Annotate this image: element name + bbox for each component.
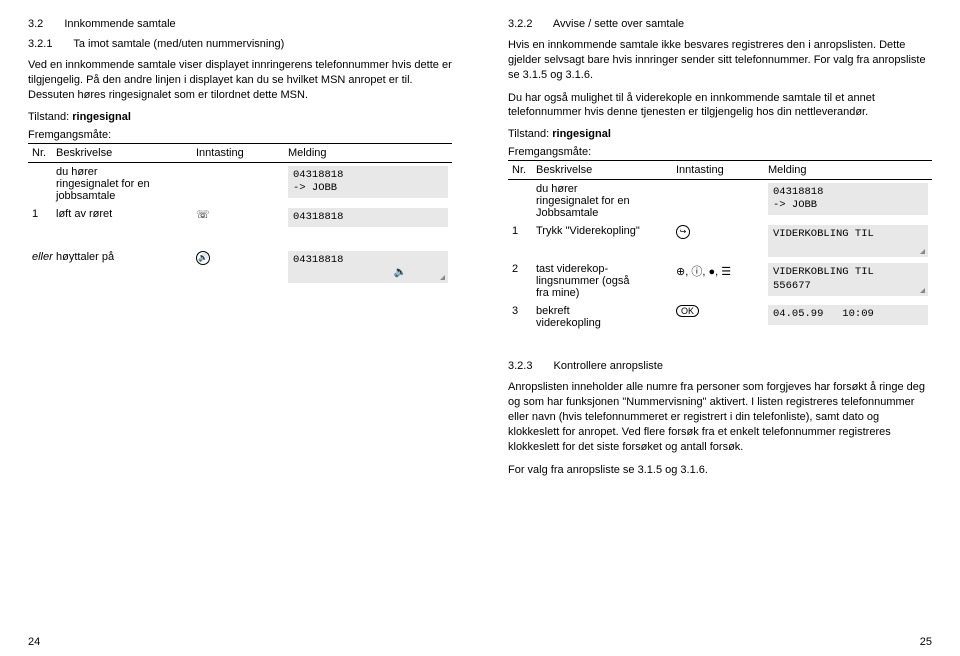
section-heading: 3.2 Innkommende samtale <box>28 18 452 30</box>
cell-nr: 3 <box>508 302 532 332</box>
table-row: eller høyttaler på 🔊 04318818 🔈 <box>28 248 452 286</box>
cell-nr <box>508 180 532 223</box>
display-output: VIDERKOBLING TIL <box>768 225 928 257</box>
tilstand-value: ringesignal <box>72 111 131 123</box>
cell-melding-wrap: VIDERKOBLING TIL <box>764 222 932 260</box>
display-output: 04318818 🔈 <box>288 251 448 283</box>
page-spread: 3.2 Innkommende samtale 3.2.1 Ta imot sa… <box>0 0 960 656</box>
display-output: 04.05.99 10:09 <box>768 305 928 324</box>
tilstand-value: ringesignal <box>552 128 611 140</box>
tilstand-label: Tilstand: <box>28 111 69 123</box>
subsection-title: Avvise / sette over samtale <box>553 18 684 30</box>
cell-melding-wrap: 04.05.99 10:09 <box>764 302 932 332</box>
cell-beskrivelse: bekreft viderekopling <box>532 302 672 332</box>
display-output: 04318818 -> JOBB <box>288 166 448 198</box>
cell-beskrivelse: tast viderekop- lingsnummer (også fra mi… <box>532 260 672 302</box>
col-inntasting: Inntasting <box>672 161 764 180</box>
table-row: 1 Trykk "Viderekopling" ↪ VIDERKOBLING T… <box>508 222 932 260</box>
table-row: du hører ringesignalet for en jobbsamtal… <box>28 162 452 205</box>
table-row: 3 bekreft viderekopling OK 04.05.99 10:0… <box>508 302 932 332</box>
cell-nr: 1 <box>28 205 52 230</box>
table-row: 1 løft av røret ☏ 04318818 <box>28 205 452 230</box>
tilstand-line: Tilstand: ringesignal <box>28 111 452 123</box>
table-header-row: Nr. Beskrivelse Inntasting Melding <box>28 143 452 162</box>
body-paragraph: Anropslisten inneholder alle numre fra p… <box>508 380 932 454</box>
page-number: 25 <box>920 636 932 648</box>
tilstand-line: Tilstand: ringesignal <box>508 128 932 140</box>
section-number: 3.2 <box>28 18 43 30</box>
fremgangsmate-label: Fremgangsmåte: <box>508 146 932 158</box>
cell-melding-wrap: VIDERKOBLING TIL 556677 <box>764 260 932 302</box>
fremgangsmate-label: Fremgangsmåte: <box>28 129 452 141</box>
cell-nr <box>28 162 52 205</box>
cell-nr: 1 <box>508 222 532 260</box>
cell-melding-wrap: 04318818 🔈 <box>284 248 452 286</box>
display-output: 04318818 <box>288 208 448 227</box>
subsection-heading: 3.2.2 Avvise / sette over samtale <box>508 18 932 30</box>
ok-icon: OK <box>672 302 764 332</box>
keypad-icons: ⊕, ⓘ, ●, ☰ <box>672 260 764 302</box>
cell-beskrivelse: løft av røret <box>52 205 192 230</box>
subsection-heading: 3.2.1 Ta imot samtale (med/uten nummervi… <box>28 38 452 50</box>
subsection-number: 3.2.1 <box>28 38 52 50</box>
cell-nr: 2 <box>508 260 532 302</box>
cell-beskrivelse: du hører ringesignalet for en jobbsamtal… <box>52 162 192 205</box>
tilstand-label: Tilstand: <box>508 128 549 140</box>
cell-eller: eller <box>28 248 52 286</box>
col-beskrivelse: Beskrivelse <box>52 143 192 162</box>
forward-icon: ↪ <box>672 222 764 260</box>
procedure-table-1: Nr. Beskrivelse Inntasting Melding du hø… <box>28 143 452 230</box>
cell-inntasting <box>672 180 764 223</box>
col-melding: Melding <box>284 143 452 162</box>
cell-inntasting <box>192 162 284 205</box>
body-paragraph: Ved en innkommende samtale viser display… <box>28 58 452 103</box>
speaker-icon: 🔊 <box>192 248 284 286</box>
display-output: VIDERKOBLING TIL 556677 <box>768 263 928 295</box>
col-melding: Melding <box>764 161 932 180</box>
col-beskrivelse: Beskrivelse <box>532 161 672 180</box>
section-title: Innkommende samtale <box>64 18 175 30</box>
table-header-row: Nr. Beskrivelse Inntasting Melding <box>508 161 932 180</box>
body-paragraph: For valg fra anropsliste se 3.1.5 og 3.1… <box>508 463 932 478</box>
cell-melding-wrap: 04318818 -> JOBB <box>284 162 452 205</box>
cell-beskrivelse: høyttaler på <box>52 248 192 286</box>
cell-beskrivelse: Trykk "Viderekopling" <box>532 222 672 260</box>
procedure-table: Nr. Beskrivelse Inntasting Melding du hø… <box>508 160 932 332</box>
subsection-title: Ta imot samtale (med/uten nummervisning) <box>73 38 284 50</box>
table-row: 2 tast viderekop- lingsnummer (også fra … <box>508 260 932 302</box>
left-page: 3.2 Innkommende samtale 3.2.1 Ta imot sa… <box>0 0 480 656</box>
cell-melding-wrap: 04318818 -> JOBB <box>764 180 932 223</box>
body-paragraph: Hvis en innkommende samtale ikke besvare… <box>508 38 932 83</box>
subsection-title: Kontrollere anropsliste <box>554 360 663 372</box>
page-number: 24 <box>28 636 40 648</box>
display-output: 04318818 -> JOBB <box>768 183 928 215</box>
col-nr: Nr. <box>508 161 532 180</box>
col-nr: Nr. <box>28 143 52 162</box>
subsection-number: 3.2.2 <box>508 18 532 30</box>
handset-icon: ☏ <box>192 205 284 230</box>
subsection-heading: 3.2.3 Kontrollere anropsliste <box>508 360 932 372</box>
col-inntasting: Inntasting <box>192 143 284 162</box>
subsection-number: 3.2.3 <box>508 360 532 372</box>
body-paragraph: Du har også mulighet til å viderekople e… <box>508 91 932 121</box>
cell-beskrivelse: du hører ringesignalet for en Jobbsamtal… <box>532 180 672 223</box>
table-row: du hører ringesignalet for en Jobbsamtal… <box>508 180 932 223</box>
cell-melding-wrap: 04318818 <box>284 205 452 230</box>
right-page: 3.2.2 Avvise / sette over samtale Hvis e… <box>480 0 960 656</box>
procedure-table-2: eller høyttaler på 🔊 04318818 🔈 <box>28 248 452 286</box>
